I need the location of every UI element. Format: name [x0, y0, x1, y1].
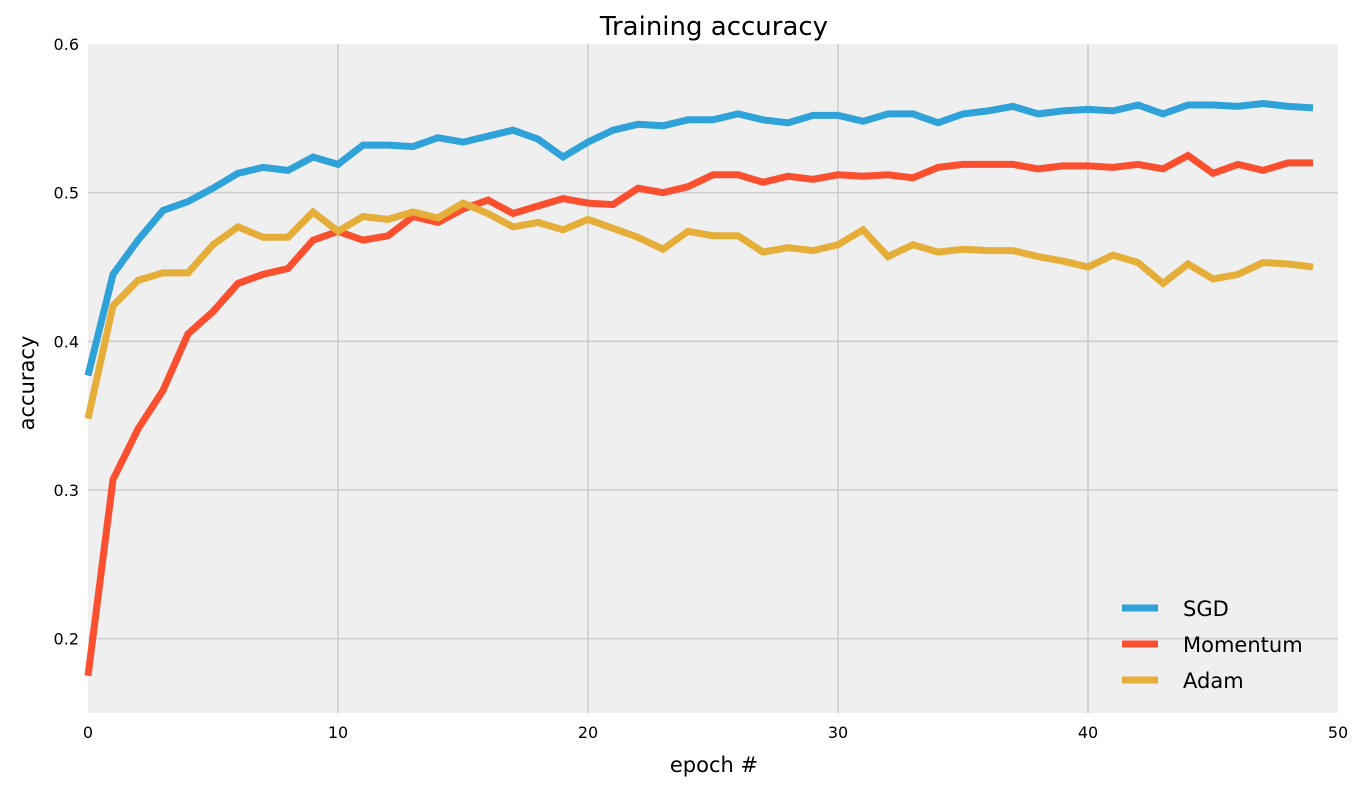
legend-label: SGD — [1183, 597, 1229, 621]
y-axis-label: accuracy — [15, 336, 39, 431]
x-tick-label: 20 — [578, 723, 598, 742]
legend-label: Adam — [1183, 669, 1244, 693]
x-tick-label: 0 — [83, 723, 93, 742]
chart-title: Training accuracy — [599, 12, 828, 42]
y-tick-labels: 0.2 0.3 0.4 0.5 0.6 — [54, 35, 79, 649]
y-tick-label: 0.3 — [54, 481, 79, 500]
plot-background — [88, 44, 1338, 713]
x-tick-label: 10 — [328, 723, 348, 742]
y-tick-label: 0.5 — [54, 184, 79, 203]
x-axis-label: epoch # — [670, 753, 758, 777]
y-tick-label: 0.6 — [54, 35, 79, 54]
legend: SGD Momentum Adam — [1122, 597, 1303, 693]
series-line-momentum — [84, 151, 1313, 677]
x-tick-label: 50 — [1328, 723, 1348, 742]
series-line-adam — [84, 199, 1314, 420]
y-tick-label: 0.2 — [54, 630, 79, 649]
y-tick-label: 0.4 — [54, 332, 79, 351]
x-tick-labels: 0 10 20 30 40 50 — [83, 723, 1348, 742]
x-tick-label: 30 — [828, 723, 848, 742]
x-tick-label: 40 — [1078, 723, 1098, 742]
grid-lines — [88, 44, 1338, 713]
series-lines — [84, 99, 1314, 677]
legend-label: Momentum — [1183, 633, 1303, 657]
series-line-sgd — [84, 99, 1314, 377]
